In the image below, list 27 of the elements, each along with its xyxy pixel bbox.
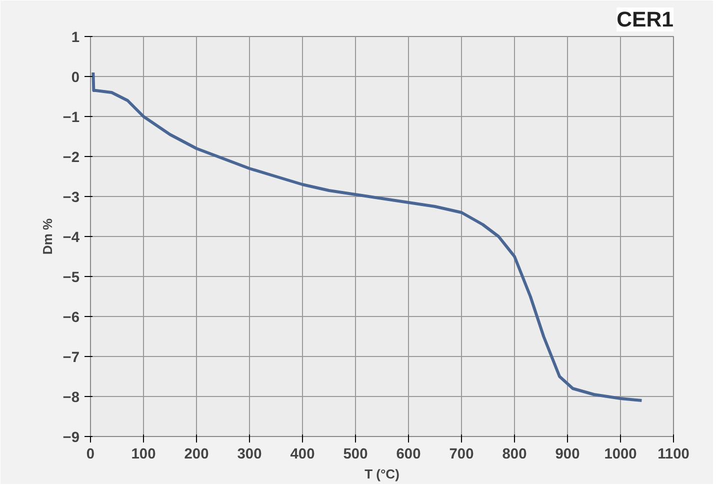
y-tick-label: −7 bbox=[62, 350, 80, 366]
y-tick-label: −1 bbox=[62, 110, 80, 126]
x-tick-label: 400 bbox=[290, 446, 315, 462]
x-tick-label: 700 bbox=[449, 446, 474, 462]
x-tick-label: 900 bbox=[555, 446, 580, 462]
y-tick-label: 0 bbox=[71, 70, 80, 86]
x-tick-label: 800 bbox=[502, 446, 527, 462]
x-tick-label: 1100 bbox=[658, 446, 690, 462]
x-tick-label: 200 bbox=[184, 446, 209, 462]
line-series bbox=[92, 71, 644, 402]
x-axis-title: T (°C) bbox=[364, 466, 400, 482]
x-tick-label: 600 bbox=[396, 446, 421, 462]
x-tick-label: 1000 bbox=[604, 446, 637, 462]
y-tick-label: −2 bbox=[62, 150, 80, 166]
y-tick-label: −3 bbox=[62, 190, 80, 206]
x-tick-label: 500 bbox=[343, 446, 368, 462]
y-tick-label: −9 bbox=[62, 430, 80, 446]
y-tick-label: −6 bbox=[62, 310, 80, 326]
y-tick-label: −5 bbox=[62, 270, 80, 286]
y-tick-label: 1 bbox=[71, 30, 80, 46]
x-tick-label: 0 bbox=[86, 446, 95, 462]
y-axis-title: Dm % bbox=[40, 218, 55, 255]
x-tick-label: 300 bbox=[237, 446, 262, 462]
x-tick-label: 100 bbox=[131, 446, 156, 462]
chart-title: CER1 bbox=[616, 8, 674, 32]
y-tick-label: −4 bbox=[62, 230, 80, 246]
y-tick-label: −8 bbox=[62, 390, 80, 406]
